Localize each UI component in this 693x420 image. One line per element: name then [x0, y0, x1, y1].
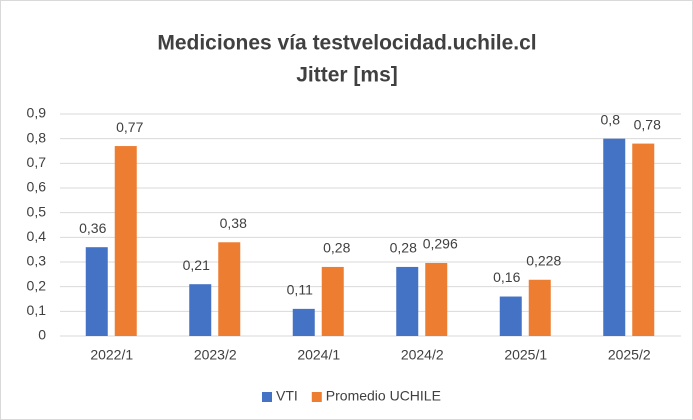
x-tick-label: 2025/1: [504, 347, 547, 363]
bar: [218, 242, 241, 336]
y-tick-label: 0,5: [27, 203, 47, 219]
bar: [499, 296, 522, 336]
bar: [603, 138, 626, 336]
value-label: 0,28: [323, 240, 350, 256]
bar: [396, 266, 419, 336]
chart-title: Mediciones vía testvelocidad.uchile.cl: [157, 32, 536, 55]
value-label: 0,228: [526, 252, 561, 268]
value-label: 0,296: [423, 236, 458, 252]
y-tick-label: 0: [38, 327, 46, 343]
value-label: 0,28: [390, 240, 417, 256]
legend-label: VTI: [276, 388, 298, 404]
value-label: 0,77: [116, 119, 143, 135]
value-label: 0,78: [634, 116, 661, 132]
legend-swatch: [311, 392, 322, 402]
x-tick-label: 2024/2: [401, 347, 444, 363]
y-tick-label: 0,6: [27, 179, 47, 195]
value-label: 0,36: [79, 220, 106, 236]
legend-label: Promedio UCHILE: [326, 388, 441, 404]
y-tick-label: 0,8: [27, 129, 47, 145]
x-tick-label: 2024/1: [297, 347, 340, 363]
bar: [114, 146, 137, 336]
value-label: 0,21: [183, 257, 210, 273]
bar: [292, 308, 315, 336]
chart-subtitle: Jitter [ms]: [296, 64, 398, 87]
y-tick-label: 0,1: [27, 302, 47, 318]
x-tick-label: 2022/1: [90, 347, 133, 363]
bar: [425, 262, 448, 336]
y-tick-label: 0,9: [27, 105, 47, 121]
y-tick-label: 0,4: [27, 228, 47, 244]
value-label: 0,11: [287, 282, 313, 298]
y-tick-label: 0,2: [27, 277, 47, 293]
bar: [189, 284, 212, 336]
bar: [321, 266, 344, 336]
x-tick-label: 2023/2: [194, 347, 237, 363]
legend-swatch: [262, 392, 272, 402]
value-label: 0,38: [220, 215, 247, 231]
bar: [528, 279, 551, 336]
value-label: 0,16: [493, 269, 520, 285]
bar: [632, 143, 655, 336]
y-tick-label: 0,3: [27, 253, 47, 269]
y-tick-label: 0,7: [27, 154, 47, 170]
value-label: 0,8: [601, 111, 621, 127]
x-tick-label: 2025/2: [608, 347, 651, 363]
bar: [85, 247, 108, 336]
